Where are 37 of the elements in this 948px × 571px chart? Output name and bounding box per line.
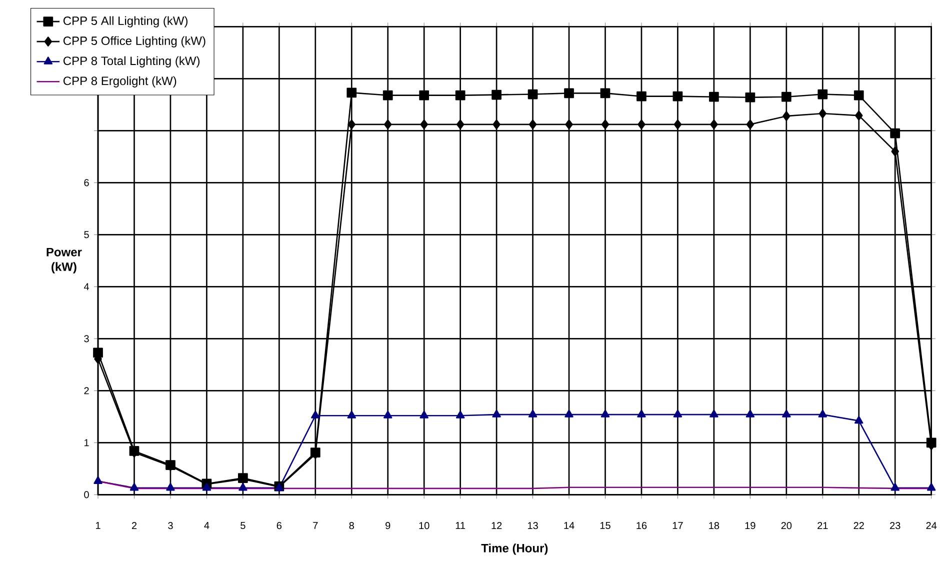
x-tick-label: 24 bbox=[926, 522, 937, 530]
x-tick-label: 16 bbox=[636, 522, 647, 530]
x-tick-label: 7 bbox=[313, 522, 318, 530]
legend-label: CPP 8 Total Lighting (kW) bbox=[63, 56, 200, 68]
x-tick-label: 1 bbox=[96, 522, 100, 530]
x-tick-label: 12 bbox=[492, 522, 502, 530]
x-tick-label: 23 bbox=[890, 522, 900, 530]
y-tick-label: 1 bbox=[84, 439, 89, 446]
x-tick-label: 9 bbox=[386, 522, 390, 530]
y-tick-label: 0 bbox=[84, 491, 89, 498]
legend-label: CPP 8 Ergolight (kW) bbox=[63, 76, 176, 88]
y-tick-label: 3 bbox=[84, 335, 89, 342]
y-axis-title: Power (kW) bbox=[46, 248, 82, 274]
x-tick-label: 21 bbox=[818, 522, 828, 530]
y-tick-label: 2 bbox=[84, 387, 89, 394]
x-tick-label: 17 bbox=[672, 522, 683, 530]
x-tick-label: 18 bbox=[709, 522, 720, 530]
x-tick-label: 6 bbox=[276, 522, 282, 530]
legend-label: CPP 5 Office Lighting (kW) bbox=[63, 36, 206, 48]
x-tick-label: 10 bbox=[419, 522, 430, 530]
x-tick-label: 5 bbox=[240, 522, 246, 530]
x-tick-label: 3 bbox=[168, 522, 173, 530]
y-tick-label: 5 bbox=[84, 231, 89, 238]
x-tick-label: 4 bbox=[204, 522, 210, 530]
x-tick-label: 8 bbox=[349, 522, 354, 530]
x-tick-label: 14 bbox=[564, 522, 574, 530]
x-tick-label: 13 bbox=[528, 522, 538, 530]
x-tick-label: 19 bbox=[745, 522, 756, 530]
legend-label: CPP 5 All Lighting (kW) bbox=[63, 16, 188, 28]
x-tick-label: 11 bbox=[456, 522, 466, 530]
y-tick-label: 6 bbox=[84, 179, 89, 186]
x-tick-label: 22 bbox=[854, 522, 864, 530]
x-tick-label: 15 bbox=[600, 522, 610, 530]
x-axis-title: Time (Hour) bbox=[481, 544, 548, 555]
x-tick-label: 20 bbox=[781, 522, 792, 530]
x-tick-label: 2 bbox=[132, 522, 137, 530]
y-tick-label: 4 bbox=[84, 283, 90, 290]
